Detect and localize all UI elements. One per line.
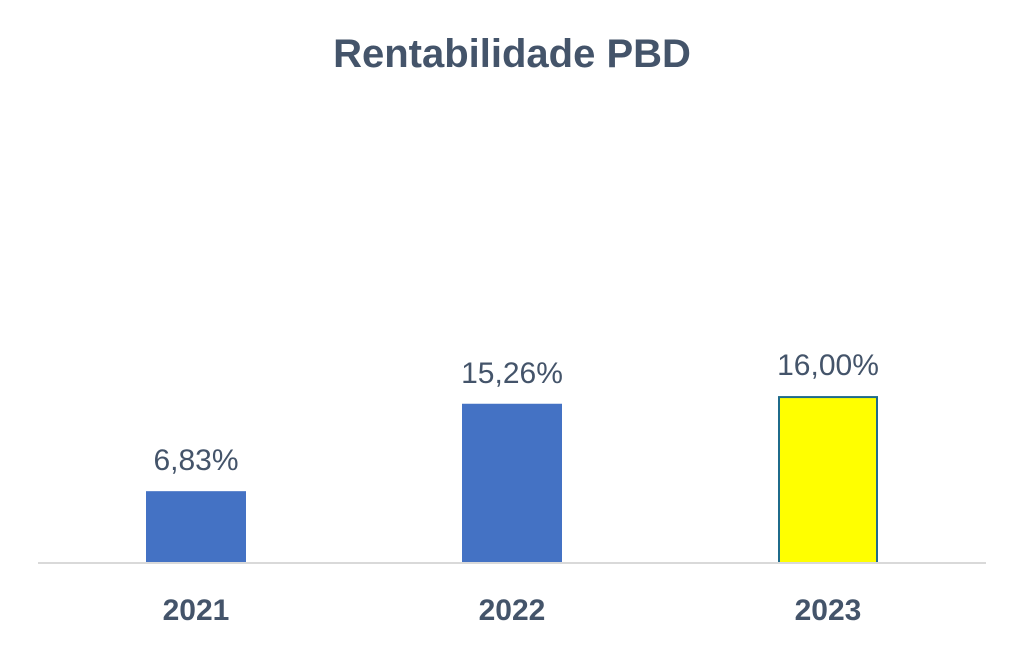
data-label-2021: 6,83%: [153, 444, 238, 477]
x-tick-2022: 2022: [479, 594, 546, 627]
bar-2023: [778, 396, 878, 564]
data-label-2022: 15,26%: [461, 357, 563, 390]
chart-title: Rentabilidade PBD: [333, 32, 691, 76]
x-tick-labels: 2021 2022 2023: [163, 594, 862, 627]
x-tick-2021: 2021: [163, 594, 230, 627]
x-tick-2023: 2023: [795, 594, 862, 627]
data-label-2023: 16,00%: [777, 349, 879, 382]
bar-2022: [462, 403, 562, 565]
bar-2021: [146, 491, 246, 565]
labels-layer: 6,83% 15,26% 16,00%: [153, 349, 878, 477]
bars-layer: [146, 396, 878, 565]
